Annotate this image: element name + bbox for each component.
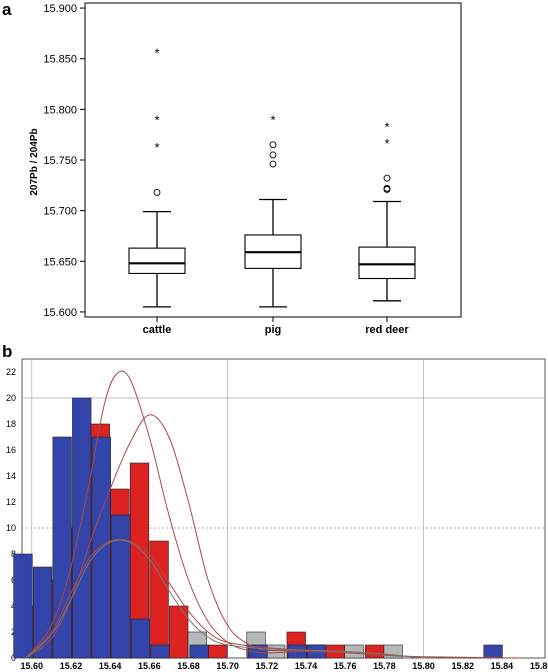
- histogram-bar: [13, 553, 33, 659]
- y-tick-label: 15.750: [43, 155, 77, 167]
- y-tick-label: 22: [6, 367, 16, 377]
- box-plot-panel: 15.600 15.650 15.700 15.750 15.800 15.850 15.9…: [43, 2, 462, 336]
- extreme-point: *: [154, 112, 159, 127]
- histogram-bar: [130, 618, 151, 659]
- extreme-point: *: [154, 140, 159, 155]
- outlier-point: [269, 160, 277, 168]
- y-tick-label: 12: [6, 497, 16, 507]
- histogram-bar: [208, 644, 228, 659]
- histogram-bar: [364, 644, 385, 659]
- histogram-bar: [111, 514, 131, 659]
- y-tick-label: 15.800: [43, 104, 77, 116]
- y-tick-label: 15.850: [43, 54, 77, 66]
- y-tick-label: 16: [6, 445, 16, 455]
- density-curve: [25, 539, 424, 659]
- x-tick-label: 15.76: [334, 661, 357, 671]
- x-tick-label: 15.68: [177, 661, 200, 671]
- density-curve: [25, 370, 522, 659]
- histogram-bar: [189, 644, 209, 659]
- box: [128, 247, 186, 274]
- histogram-bar: [483, 644, 503, 659]
- y-tick-label: 10: [6, 523, 16, 533]
- histogram-bar: [72, 397, 92, 659]
- y-tick-label: 20: [6, 393, 16, 403]
- x-tick-label: 15.82: [451, 661, 474, 671]
- outlier-point: [153, 188, 161, 196]
- extreme-point: *: [384, 120, 389, 135]
- histogram-panel: 024681012141618202215.6015.6215.6415.661…: [6, 358, 548, 671]
- outlier-point: [269, 141, 277, 149]
- panel-label-a: a: [2, 0, 12, 19]
- x-tick-label: 15.72: [256, 661, 279, 671]
- x-tick-label: 15.70: [216, 661, 239, 671]
- x-tick-label: 15.86: [530, 661, 548, 671]
- extreme-point: *: [270, 112, 275, 127]
- histogram-bar: [266, 644, 286, 659]
- x-tick-label: 15.66: [138, 661, 161, 671]
- histogram-bar: [169, 605, 189, 659]
- outlier-point: [383, 185, 391, 193]
- x-tick-label: 15.64: [99, 661, 122, 671]
- outlier-point: [383, 174, 391, 182]
- extreme-point: *: [384, 136, 389, 151]
- x-tick-label: 15.80: [412, 661, 435, 671]
- x-tick-label: 15.84: [491, 661, 514, 671]
- x-tick-label: 15.74: [295, 661, 318, 671]
- outlier-point: [269, 151, 277, 159]
- x-tick-label: 15.62: [60, 661, 83, 671]
- box: [358, 246, 416, 280]
- y-tick-label: 15.650: [43, 256, 77, 268]
- category-label: red deer: [365, 324, 409, 336]
- x-tick-label: 15.60: [21, 661, 44, 671]
- histogram-bar: [150, 644, 170, 659]
- y-tick-label: 15.900: [43, 3, 77, 15]
- y-tick-label: 15.700: [43, 206, 77, 218]
- x-tick-label: 15.78: [373, 661, 396, 671]
- y-axis-label-a: 207Pb / 204Pb: [29, 128, 40, 195]
- extreme-point: *: [154, 46, 159, 61]
- category-label: cattle: [143, 324, 172, 336]
- y-tick-label: 18: [6, 419, 16, 429]
- category-label: pig: [265, 324, 282, 336]
- panel-label-b: b: [2, 342, 12, 361]
- y-tick-label: 14: [6, 471, 16, 481]
- y-tick-label: 15.600: [43, 307, 77, 319]
